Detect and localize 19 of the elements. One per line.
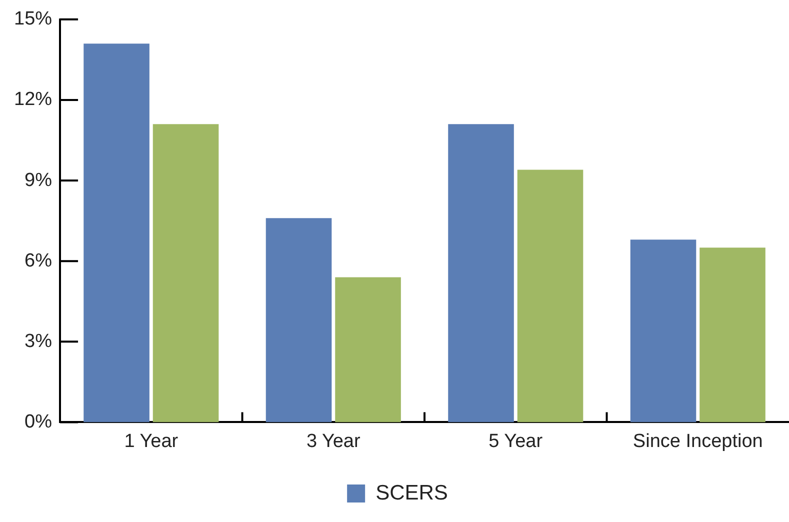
- x-tick-label: 1 Year: [124, 430, 179, 452]
- y-tick-label: 0%: [24, 411, 52, 432]
- legend-label: SCERS: [376, 481, 448, 504]
- bar: [448, 124, 514, 422]
- y-tick-label: 15%: [14, 8, 52, 30]
- x-tick-label: 3 Year: [306, 430, 362, 452]
- x-tick-label: Since Inception: [632, 430, 763, 452]
- bar: [152, 124, 219, 422]
- bar: [517, 170, 584, 422]
- x-tick-label: 5 Year: [488, 430, 544, 452]
- bar: [700, 248, 766, 422]
- bar: [630, 240, 696, 422]
- y-tick-label: 3%: [24, 330, 52, 352]
- bar: [266, 218, 332, 422]
- y-tick-label: 6%: [24, 250, 52, 272]
- y-tick-label: 9%: [24, 170, 52, 191]
- bar: [335, 277, 401, 422]
- bar: [84, 44, 150, 422]
- y-tick-label: 12%: [14, 89, 52, 110]
